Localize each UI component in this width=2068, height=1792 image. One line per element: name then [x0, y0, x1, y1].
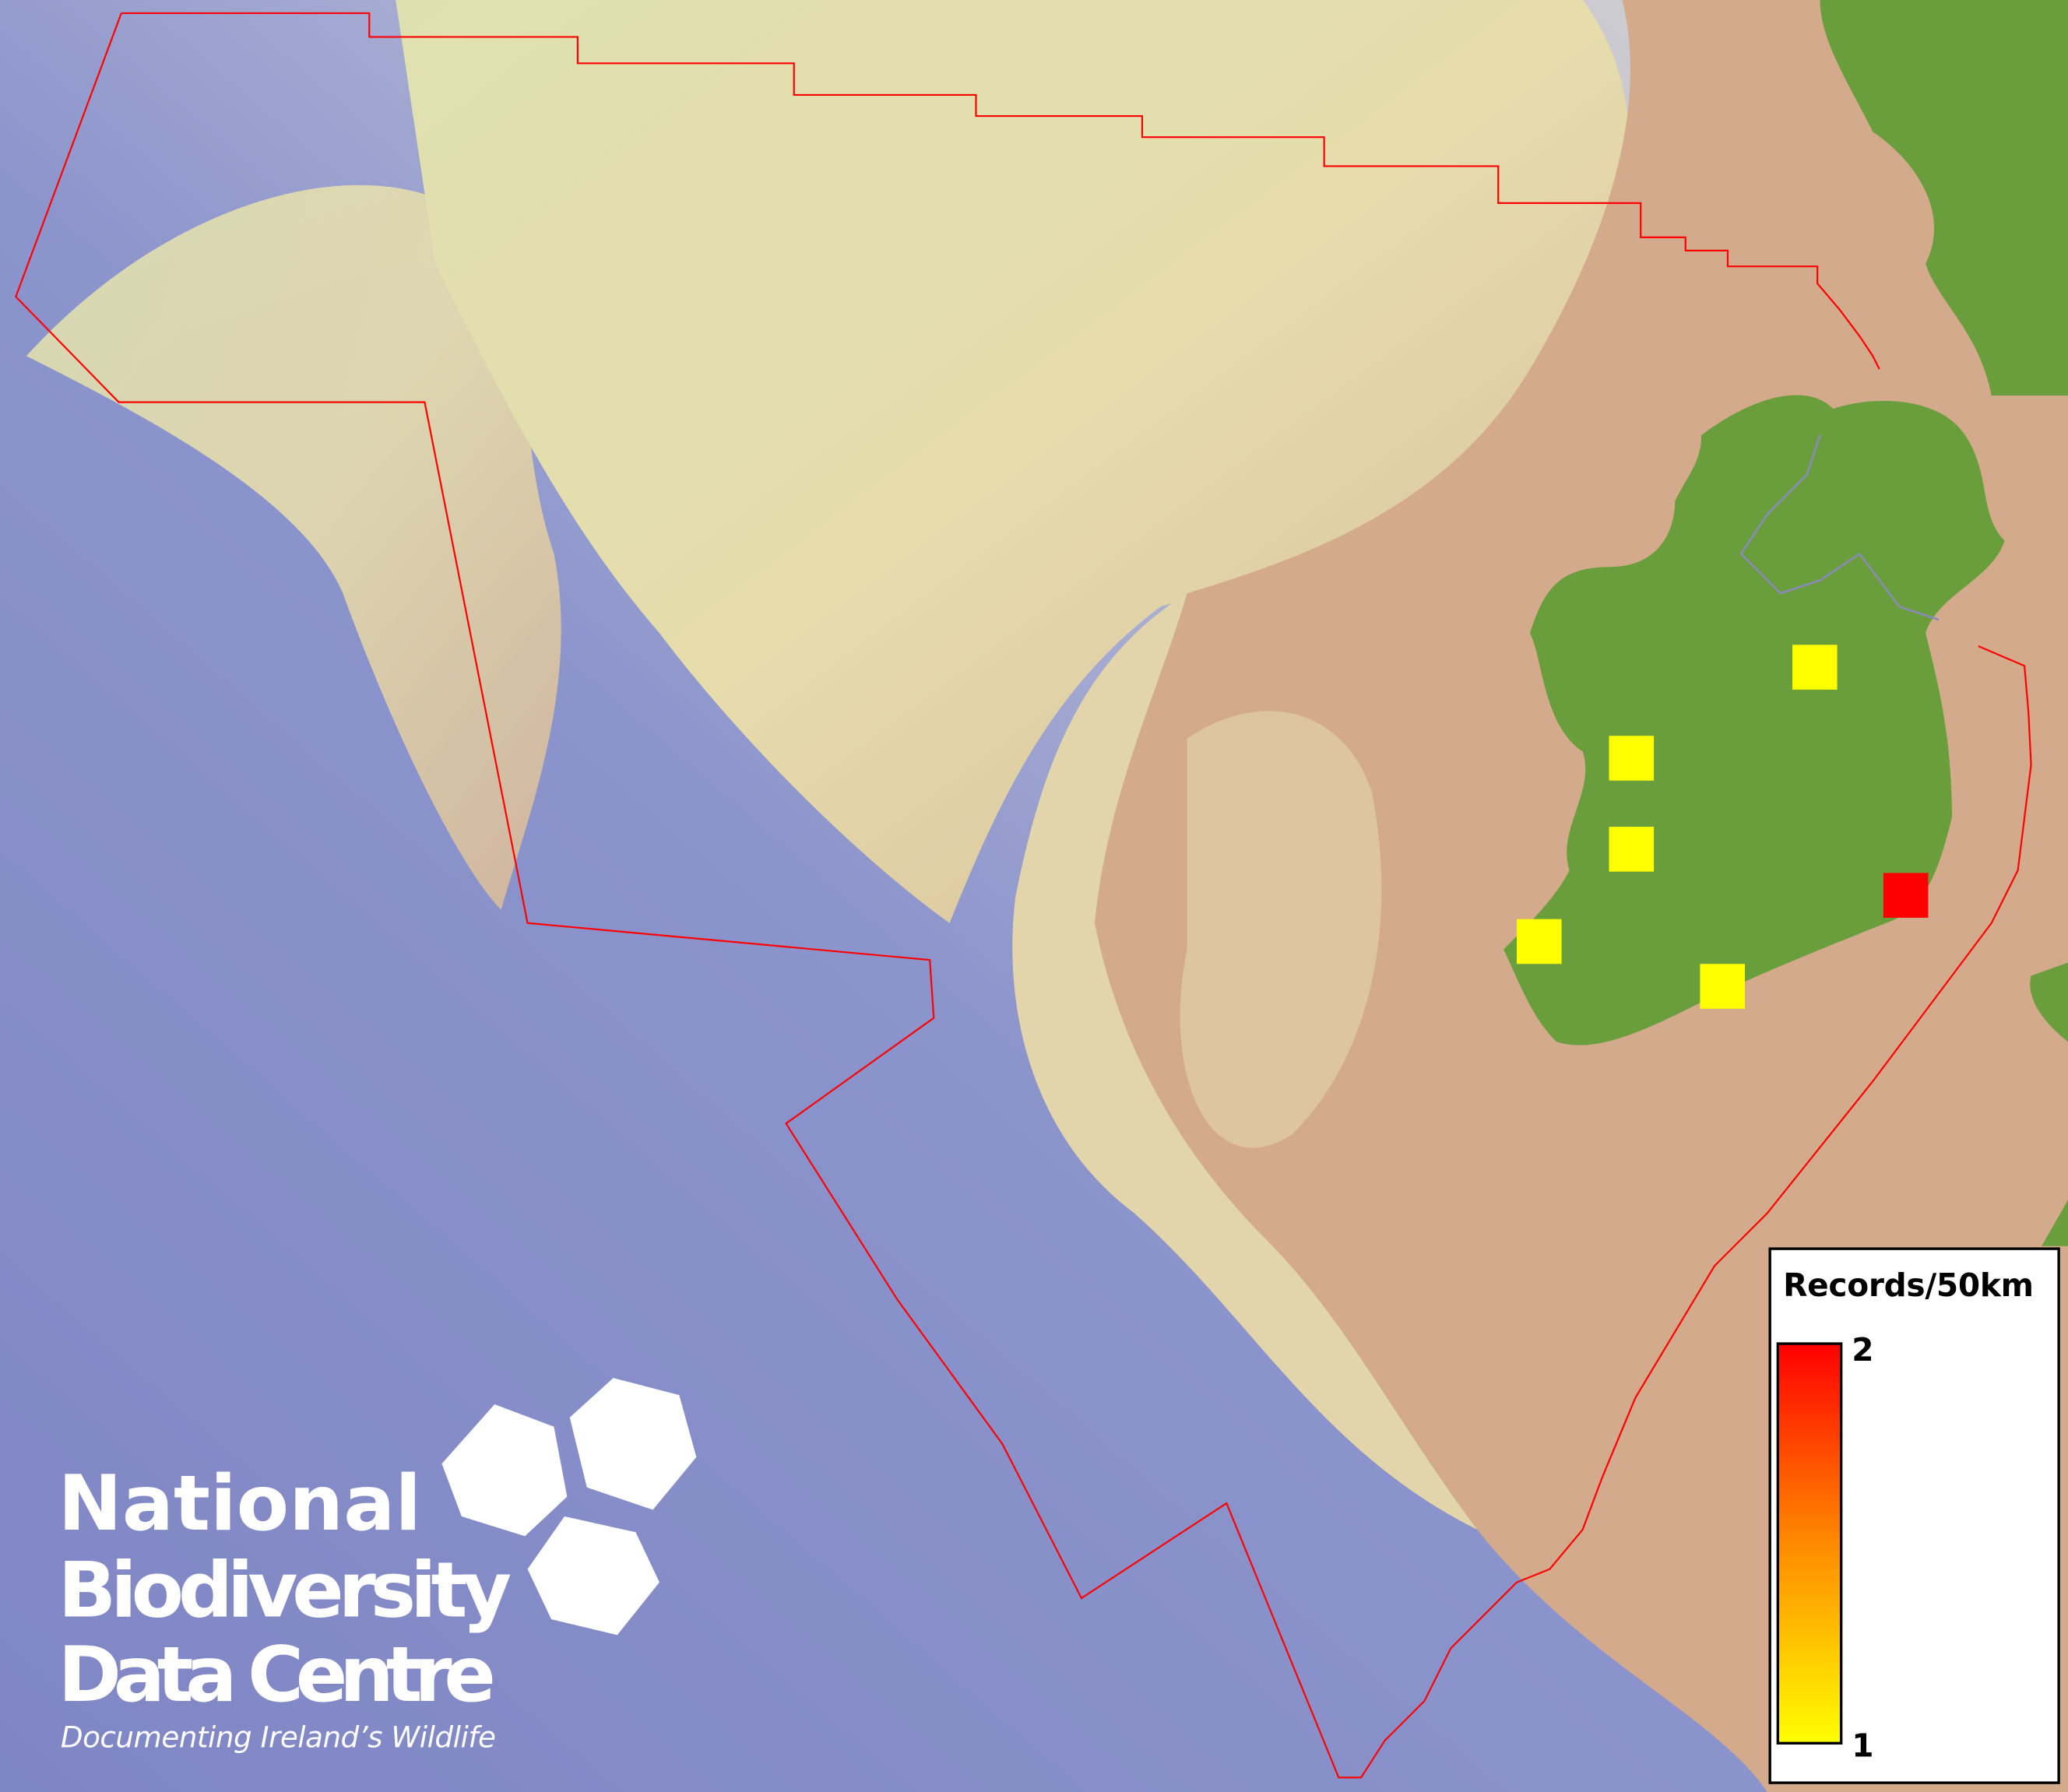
record-square — [1700, 964, 1745, 1009]
britain-landmass — [1820, 0, 2068, 396]
seahorse-hexagon-icon — [527, 1516, 659, 1636]
legend-min-label: 1 — [1852, 1727, 1873, 1764]
logo-line-biodiversity: Biodiversity — [58, 1547, 512, 1636]
legend-color-ramp — [1776, 1342, 1843, 1745]
record-square — [1609, 736, 1655, 781]
legend-title: Records/50km — [1783, 1267, 2034, 1304]
logo-tagline: Documenting Ireland’s Wildlife — [61, 1720, 496, 1754]
tree-hexagon-icon — [441, 1404, 568, 1537]
record-square — [1609, 827, 1655, 872]
logo-line-data-centre: Data Centre — [58, 1631, 496, 1720]
wales-landmass — [2030, 962, 2068, 1042]
record-square — [1883, 873, 1929, 918]
legend: Records/50km 2 1 — [1768, 1247, 2060, 1784]
ni-border-line — [1739, 434, 1940, 621]
northern-shelf — [396, 0, 1630, 923]
record-square — [1792, 645, 1838, 690]
logo-hexagon-icons — [441, 1378, 697, 1636]
survey-boundary-line-west — [15, 12, 2032, 1779]
cornwall-landmass — [2042, 1200, 2068, 1246]
legend-max-label: 2 — [1852, 1331, 1873, 1369]
record-squares-layer — [1516, 645, 1929, 1009]
logo-line-national: National — [58, 1460, 422, 1548]
ireland-landmass — [1504, 395, 2005, 1045]
butterfly-hexagon-icon — [569, 1378, 697, 1510]
record-square — [1516, 919, 1562, 965]
shelf-slope — [1012, 593, 1478, 1530]
porcupine-bank — [1180, 711, 1382, 1148]
rockall-plateau — [26, 184, 561, 910]
nbdc-logo: National Biodiversity Data Centre Docume… — [58, 1378, 697, 1754]
survey-boundary-line — [121, 12, 1880, 370]
